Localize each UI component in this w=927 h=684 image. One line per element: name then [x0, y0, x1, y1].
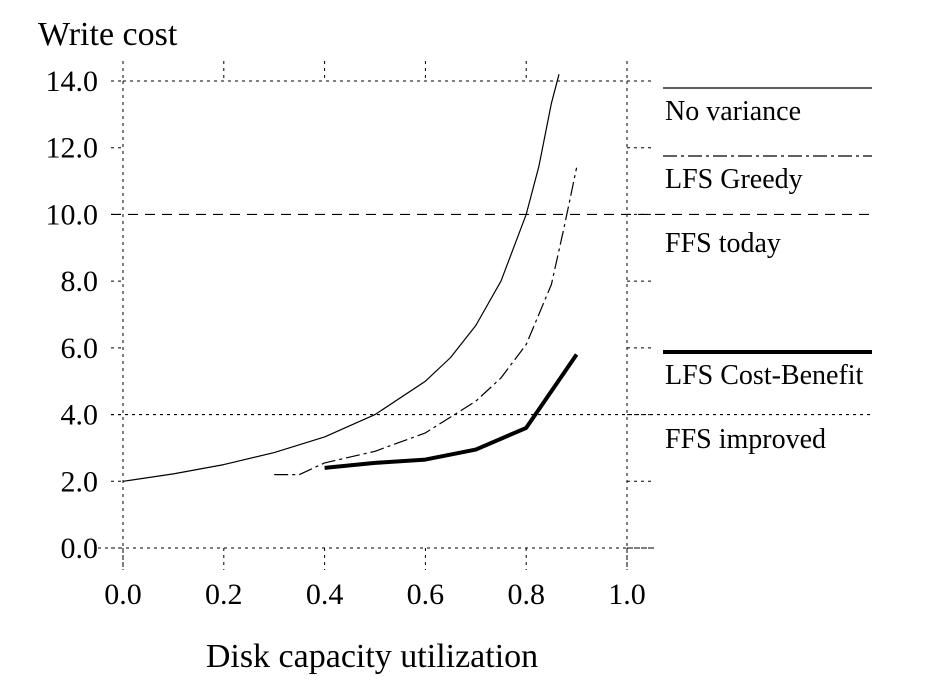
x-tick-label: 0.4: [306, 578, 344, 611]
grid: [98, 61, 657, 570]
y-tick-label: 4.0: [61, 399, 99, 432]
series-line-lfs-cost-benefit: [324, 353, 579, 470]
legend-label-lfs-cost-benefit: LFS Cost-Benefit: [665, 360, 864, 391]
legend-label-ffs-today: FFS today: [665, 228, 781, 259]
x-tick-label: 0.8: [507, 578, 545, 611]
x-tick-label: 0.0: [104, 578, 142, 611]
legend-label-no-variance: No variance: [665, 96, 801, 127]
legend-label-ffs-improved: FFS improved: [665, 424, 826, 455]
legend: No variance LFS Greedy FFS today LFS Cost-B…: [663, 87, 872, 455]
series-line-no-variance: [122, 74, 560, 482]
x-tick-label: 0.2: [205, 578, 243, 611]
y-tick-label: 2.0: [61, 465, 99, 498]
tick-labels: 0.0 0.2 0.4 0.6 0.8 1.0 0.0 2.0 4.0 6.0 8.0 10.0 12.…: [46, 65, 646, 611]
reference-lines: [111, 213, 872, 416]
series-lines: [122, 74, 579, 482]
y-tick-label: 12.0: [46, 132, 99, 165]
legend-label-lfs-greedy: LFS Greedy: [665, 164, 803, 195]
y-tick-label: 14.0: [46, 65, 99, 98]
y-axis-title: Write cost: [38, 16, 178, 53]
y-tick-label: 6.0: [61, 332, 99, 365]
x-axis-title: Disk capacity utilization: [206, 638, 538, 675]
y-tick-label: 0.0: [61, 532, 99, 565]
y-tick-label: 10.0: [46, 198, 99, 231]
x-tick-label: 1.0: [608, 578, 646, 611]
x-tick-label: 0.6: [407, 578, 445, 611]
series-line-lfs-greedy: [274, 167, 578, 476]
y-tick-label: 8.0: [61, 265, 99, 298]
